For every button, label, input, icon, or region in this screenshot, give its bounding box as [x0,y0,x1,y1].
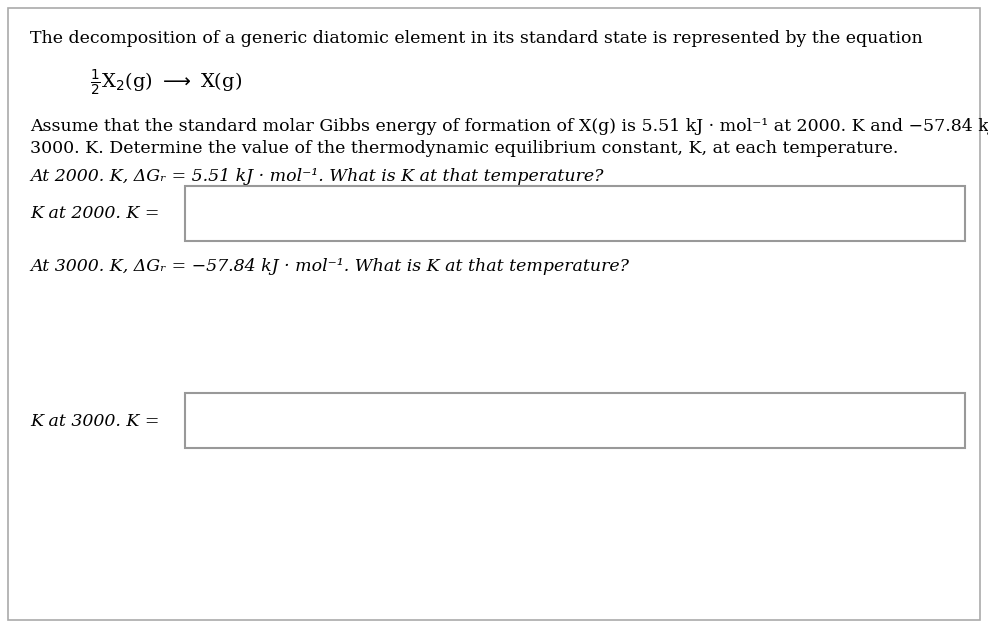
Text: At 3000. K, ΔGᵣ = −57.84 kJ · mol⁻¹. What is K at that temperature?: At 3000. K, ΔGᵣ = −57.84 kJ · mol⁻¹. Wha… [30,258,629,275]
Text: 3000. K. Determine the value of the thermodynamic equilibrium constant, K, at ea: 3000. K. Determine the value of the ther… [30,140,898,157]
Text: K at 3000. K =: K at 3000. K = [30,413,159,430]
Bar [185,393,965,448]
Text: $\frac{1}{2}$X$_2$(g) $\longrightarrow$ X(g): $\frac{1}{2}$X$_2$(g) $\longrightarrow$ … [90,68,242,98]
Text: At 2000. K, ΔGᵣ = 5.51 kJ · mol⁻¹. What is K at that temperature?: At 2000. K, ΔGᵣ = 5.51 kJ · mol⁻¹. What … [30,168,604,185]
Bar [185,186,965,241]
Text: Assume that the standard molar Gibbs energy of formation of X(g) is 5.51 kJ · mo: Assume that the standard molar Gibbs ene… [30,118,988,135]
Text: K at 2000. K =: K at 2000. K = [30,205,159,222]
Text: The decomposition of a generic diatomic element in its standard state is represe: The decomposition of a generic diatomic … [30,30,923,47]
